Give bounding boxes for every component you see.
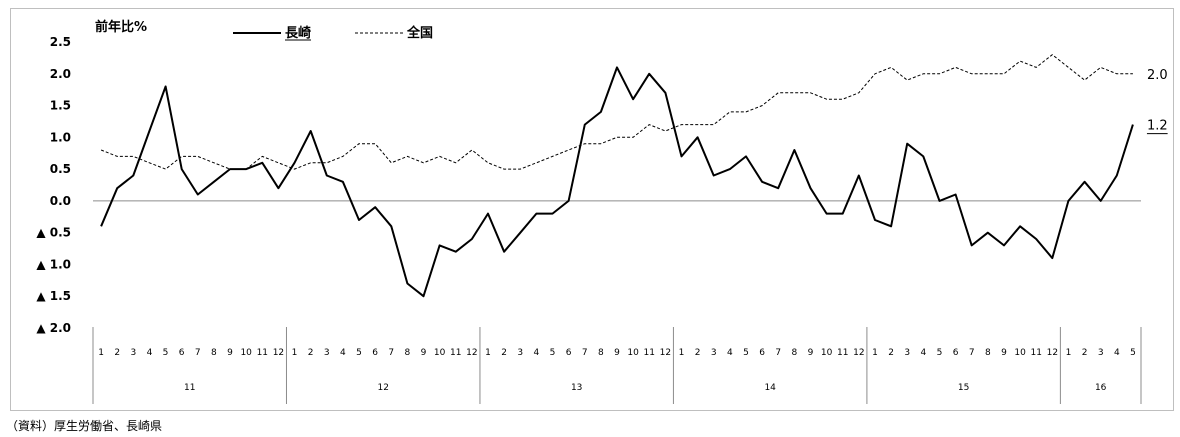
x-month-label: 9: [808, 348, 814, 358]
x-month-label: 11: [644, 348, 655, 358]
x-month-label: 9: [614, 348, 620, 358]
x-year-label: 14: [764, 383, 776, 393]
x-month-label: 10: [821, 348, 833, 358]
x-month-label: 10: [240, 348, 252, 358]
x-month-label: 5: [743, 348, 749, 358]
x-month-label: 10: [1014, 348, 1026, 358]
x-month-label: 8: [985, 348, 991, 358]
x-month-label: 1: [485, 348, 491, 358]
x-month-label: 12: [1047, 348, 1058, 358]
x-month-label: 3: [1098, 348, 1104, 358]
x-month-label: 10: [434, 348, 446, 358]
y-tick-label: ▲ 1.0: [36, 257, 71, 271]
x-month-label: 6: [759, 348, 765, 358]
x-month-label: 1: [1066, 348, 1072, 358]
x-month-label: 6: [953, 348, 959, 358]
x-month-label: 4: [534, 348, 540, 358]
x-month-label: 11: [1030, 348, 1041, 358]
x-month-label: 10: [627, 348, 639, 358]
x-year-label: 12: [377, 383, 388, 393]
x-month-label: 3: [904, 348, 910, 358]
x-month-label: 9: [421, 348, 427, 358]
x-month-label: 6: [179, 348, 185, 358]
y-tick-label: ▲ 1.5: [36, 289, 71, 303]
series-line-nagasaki: [100, 66, 1134, 298]
y-tick-label: 0.5: [50, 162, 71, 176]
x-month-label: 8: [405, 348, 411, 358]
axis-layer: 2.52.01.51.00.50.0▲ 0.5▲ 1.0▲ 1.5▲ 2.01 2…: [36, 35, 1142, 404]
y-tick-label: 1.5: [50, 99, 71, 113]
x-month-label: 3: [324, 348, 330, 358]
source-note: （資料）厚生労働省、長崎県: [6, 419, 163, 433]
y-tick-label: 2.5: [50, 35, 71, 49]
x-month-label: 3: [130, 348, 136, 358]
x-month-label: 6: [372, 348, 378, 358]
x-month-label: 1: [98, 348, 104, 358]
x-month-label: 6: [566, 348, 572, 358]
x-month-label: 9: [227, 348, 233, 358]
series-end-label: 1.2: [1147, 119, 1168, 134]
x-month-label: 8: [598, 348, 604, 358]
x-month-label: 2: [501, 348, 507, 358]
x-month-label: 4: [340, 348, 346, 358]
y-tick-label: ▲ 2.0: [36, 321, 71, 335]
x-month-label: 8: [211, 348, 217, 358]
line-chart: 2.52.01.51.00.50.0▲ 0.5▲ 1.0▲ 1.5▲ 2.01 2…: [36, 19, 1168, 404]
x-month-label: 4: [920, 348, 926, 358]
x-month-label: 11: [257, 348, 268, 358]
x-month-label: 7: [775, 348, 781, 358]
x-month-label: 2: [1082, 348, 1088, 358]
x-month-label: 5: [163, 348, 169, 358]
x-month-label: 5: [937, 348, 943, 358]
x-month-label: 2: [695, 348, 701, 358]
series-line-national: [100, 54, 1133, 170]
x-month-label: 7: [969, 348, 975, 358]
x-year-label: 16: [1095, 383, 1107, 393]
x-month-label: 12: [853, 348, 864, 358]
series-layer: 1.2 2.0: [100, 54, 1168, 298]
x-month-label: 11: [450, 348, 461, 358]
x-month-label: 2: [308, 348, 314, 358]
x-year-label: 11: [184, 383, 195, 393]
x-month-label: 8: [791, 348, 797, 358]
y-tick-label: 1.0: [50, 130, 71, 144]
x-month-label: 5: [1130, 348, 1136, 358]
x-month-label: 9: [1001, 348, 1007, 358]
x-year-label: 13: [571, 383, 582, 393]
x-month-label: 1: [872, 348, 878, 358]
legend-label: 全国: [406, 25, 433, 41]
legend-label: 長崎: [285, 25, 311, 41]
y-tick-label: 0.0: [50, 194, 71, 208]
y-tick-label: ▲ 0.5: [36, 226, 71, 240]
x-month-label: 5: [550, 348, 556, 358]
legend: 長崎 全国: [233, 25, 433, 41]
x-month-label: 2: [114, 348, 120, 358]
x-month-label: 4: [1114, 348, 1120, 358]
x-month-label: 11: [837, 348, 848, 358]
x-month-label: 2: [888, 348, 894, 358]
x-month-label: 7: [195, 348, 201, 358]
x-month-label: 7: [388, 348, 394, 358]
x-month-label: 12: [660, 348, 671, 358]
x-month-label: 12: [466, 348, 477, 358]
x-month-label: 4: [147, 348, 153, 358]
x-month-label: 7: [582, 348, 588, 358]
x-month-label: 4: [727, 348, 733, 358]
x-month-label: 3: [517, 348, 523, 358]
x-month-label: 12: [273, 348, 284, 358]
series-end-label: 2.0: [1147, 68, 1168, 83]
x-month-label: 5: [356, 348, 362, 358]
y-tick-label: 2.0: [50, 67, 71, 81]
x-year-label: 15: [958, 383, 969, 393]
x-month-label: 1: [292, 348, 298, 358]
y-axis-title: 前年比%: [95, 19, 147, 35]
x-month-label: 1: [679, 348, 685, 358]
chart-frame: 2.5 2.0 1.5 1.0 0.5 0.0 ▲ 0.5 ▲ 1.0 ▲ 1.5 ▲ 2.0 1 2…: [10, 8, 1174, 411]
x-month-label: 3: [711, 348, 717, 358]
